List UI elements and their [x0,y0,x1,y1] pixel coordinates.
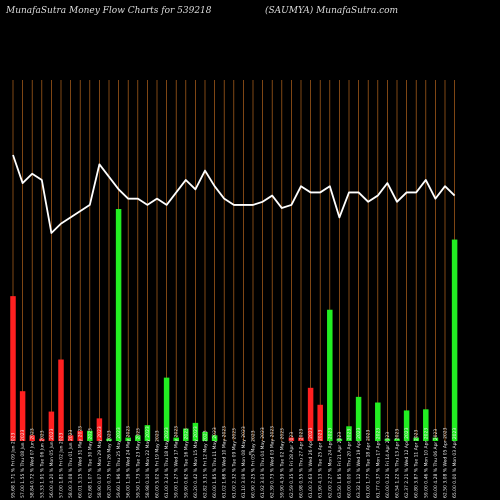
bar-mark [58,359,64,441]
x-tick-label: 61.00 1.77 % Tue 18 Apr 2023 [366,429,372,498]
x-tick-label: 63.32 1.12 % Wed 19 Apr 2023 [356,427,362,498]
x-tick-label: 61.92 3.03 % Thu 04 May 2023 [260,427,266,498]
x-tick-label: 60.54 1.22 % Thu 13 Apr 2023 [395,429,401,498]
bar-mark [451,239,458,441]
x-tick-label: 62.39 0.73 % Wed 03 May 2023 [270,426,276,498]
x-tick-label: 61.00 3.24 % Thu 18 May 2023 [164,427,170,498]
chart-subtitle: (SAUMYA) MunafaSutra.com [265,6,399,16]
bar-mark [192,422,199,441]
x-tick-label: 59.00 0.46 % Mon 10 Apr 2023 [423,428,429,498]
x-tick-label: 59.90 4.59 % Tue 02 May 2023 [279,428,285,498]
x-tick-label: 62.50 3.08 % Wed 05 Apr 2023 [443,427,449,498]
x-tick-label: 60.00 0.00 % Thu 20 Apr 2023 [347,429,353,498]
x-tick-label: 62.00 2.27 % Mon 24 Apr 2023 [327,428,333,498]
x-tick-label: 61.00 2.63 % Wed 26 Apr 2023 [308,427,314,498]
x-tick-label: 56.00 1.16 % Wed 24 May 2023 [126,426,132,498]
bar-mark [336,438,343,441]
x-tick-label: 60.20 0.42 % Mon 15 May 2023 [193,426,199,498]
x-tick-label: 60.00 4.28 % Thu 06 Apr 2023 [433,429,439,498]
bar-mark [115,209,122,441]
bar-mark [135,435,141,441]
x-tick-label: 58.98 0.10 % Mon 22 May 2023 [145,426,151,498]
bar-mark [432,437,439,441]
bar-mark [144,425,151,441]
bar-mark [173,437,179,441]
bar-mark [384,438,391,441]
bar-mark [394,438,400,441]
x-tick-label: 60.01 3.15 % Wed 31 May 2023 [78,426,84,498]
bar-mark [39,438,45,441]
x-tick-label: 62.68 1.07 % Tue 30 May 2023 [87,428,93,498]
x-tick-label: 63.50 1.85 % Fri 21 Apr 2023 [337,432,343,498]
bar-mark [19,391,26,441]
x-tick-label: 60.90 2.25 % Fri 05 May 2023 [251,430,257,498]
center-label: 0 [249,451,252,457]
x-tick-label: 59.50 1.73 % Tue 23 May 2023 [135,428,141,498]
bar-mark [106,438,112,441]
bar-mark [67,435,74,441]
x-tick-label: 60.00 5.02 % Fri 19 May 2023 [155,430,161,498]
x-tick-label: 59.00 1.27 % Wed 17 May 2023 [174,426,180,498]
bar-mark [96,418,103,441]
x-tick-label: 61.10 3.09 % Mon 08 May 2023 [241,426,247,498]
bar-mark [298,437,304,441]
bar-mark [125,437,131,441]
bar-mark [288,437,295,441]
x-tick-label: 95.68 1.71 % Fri 09 Jun 2023 [11,433,17,498]
bar-mark [48,411,55,441]
x-tick-label: 60.00 0.32 % Fri 14 Apr 2023 [385,432,391,498]
bar-mark [327,309,333,441]
bar-mark [423,409,429,441]
bar-mark [413,437,419,441]
x-tick-label: 56.00 4.20 % Mon 05 Jun 2023 [49,428,55,498]
bar-mark [317,404,323,441]
bar-mark [183,428,189,441]
bar-mark [211,435,218,441]
x-tick-label: 58.90 0.07 % Mon 29 May 2023 [97,426,103,498]
x-tick-label: 61.77 0.37 % Mon 17 Apr 2023 [375,428,381,498]
bar-mark [10,296,16,441]
x-tick-label: 60.98 0.55 % Thu 27 Apr 2023 [299,429,305,498]
series-line [12,154,456,234]
x-tick-label: 58.84 0.72 % Wed 07 Jun 2023 [30,428,36,498]
x-tick-label: 62.82 3.31 % Fri 12 May 2023 [203,430,209,498]
x-tick-label: 65.00 0.00 % Mon 03 Apr 2023 [452,428,458,498]
bar-mark [346,426,352,441]
bar-mark [202,431,208,441]
bar-mark [29,435,35,441]
x-tick-label: 60.20 0.75 % Fri 26 May 2023 [107,430,113,498]
chart-header: MunafaSutra Money Flow Charts for 539218… [0,0,500,24]
x-tick-label: 59.90 0.62 % Tue 16 May 2023 [183,428,189,498]
bar-mark [163,377,170,441]
x-tick-label: 61.90 4.13 % Tue 25 Apr 2023 [318,429,324,498]
x-tick-label: 59.60 1.96 % Thu 25 May 2023 [116,427,122,498]
x-tick-label: 62.59 0.35 % Fri 28 Apr 2023 [289,432,295,498]
bar-mark [403,410,410,441]
bar-mark [307,387,314,441]
x-tick-label: 60.80 3.87 % Tue 11 Apr 2023 [414,429,420,498]
bar-mark [87,430,93,441]
x-tick-label: 57.00 1.81 % Fri 02 Jun 2023 [59,433,65,498]
bar-mark [375,402,381,441]
chart-title: MunafaSutra Money Flow Charts for 539218 [6,6,212,16]
x-tick-label: 60.00 1.85 % Thu 11 May 2023 [212,427,218,498]
x-tick-label: 58.00 3.08 % Thu 01 Jun 2023 [68,429,74,498]
x-tick-label: 61.00 2.32 % Tue 09 May 2023 [231,428,237,498]
bar-mark [355,396,362,441]
x-tick-label: 61.02 1.68 % Wed 10 May 2023 [222,426,228,498]
x-tick-label: 57.00 1.55 % Thu 08 Jun 2023 [20,429,26,498]
bar-mark [77,430,83,441]
x-tick-label: 62.37 2.21 % Wed 12 Apr 2023 [404,427,410,498]
x-tick-label: 53.33 1.91 % Tue 06 Jun 2023 [39,430,45,498]
